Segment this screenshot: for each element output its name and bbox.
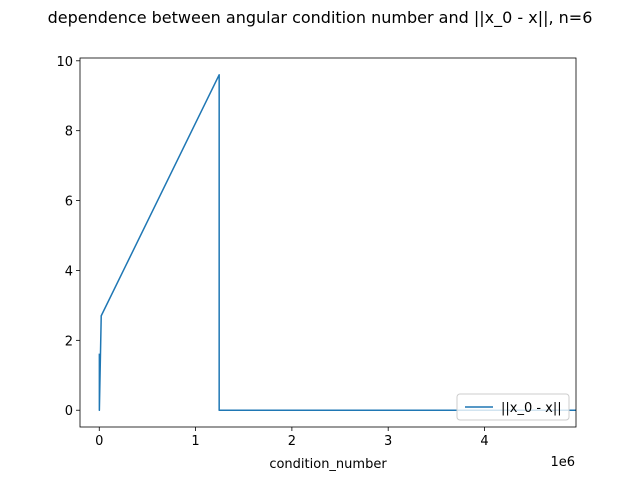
x-tick-label: 3 xyxy=(384,434,392,449)
x-axis-offset-text: 1e6 xyxy=(550,455,575,470)
y-tick-label: 8 xyxy=(65,125,73,140)
y-tick-label: 4 xyxy=(65,264,73,279)
x-tick-label: 1 xyxy=(191,434,199,449)
y-tick-label: 6 xyxy=(65,195,73,210)
y-tick-label: 10 xyxy=(56,55,73,70)
legend-label: ||x_0 - x|| xyxy=(501,401,562,416)
series-line xyxy=(98,74,576,411)
y-tick-label: 0 xyxy=(65,404,73,419)
legend: ||x_0 - x|| xyxy=(456,393,570,421)
x-tick-label: 4 xyxy=(480,434,488,449)
plot-frame xyxy=(79,57,577,428)
x-axis-label: condition_number xyxy=(269,457,387,472)
plot-area: 0 1 2 3 4 0 2 4 6 8 10 ||x_0 - x|| xyxy=(56,55,577,449)
chart-title: dependence between angular condition num… xyxy=(48,8,593,28)
y-tick-label: 2 xyxy=(65,334,73,349)
x-tick-label: 0 xyxy=(95,434,103,449)
legend-box xyxy=(456,393,570,421)
x-tick-label: 2 xyxy=(288,434,296,449)
